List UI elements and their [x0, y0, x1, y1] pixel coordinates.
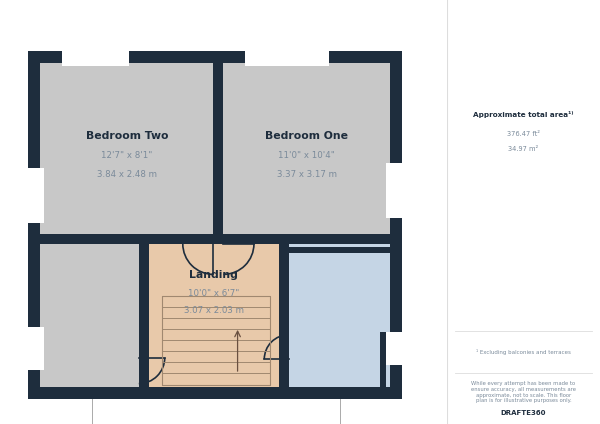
Text: 376.47 ft²: 376.47 ft²: [507, 131, 540, 137]
Text: Approximate total area¹⁾: Approximate total area¹⁾: [473, 111, 574, 118]
Bar: [28, 51, 401, 399]
Bar: [149, 244, 278, 387]
Bar: [28, 167, 44, 223]
Text: DRAFTE360: DRAFTE360: [501, 410, 546, 416]
Bar: [28, 327, 44, 370]
Bar: [161, 296, 270, 385]
Bar: [40, 63, 390, 387]
Text: 3.37 x 3.17 m: 3.37 x 3.17 m: [277, 170, 337, 179]
Text: Landing: Landing: [190, 270, 238, 279]
Text: 3.84 x 2.48 m: 3.84 x 2.48 m: [97, 170, 157, 179]
Bar: [278, 234, 289, 387]
Text: ¹ Excluding balconies and terraces: ¹ Excluding balconies and terraces: [476, 349, 571, 355]
Text: 11'0" x 10'4": 11'0" x 10'4": [278, 151, 335, 160]
Text: 3.07 x 2.03 m: 3.07 x 2.03 m: [184, 306, 244, 315]
Bar: [289, 244, 390, 387]
Bar: [62, 51, 130, 66]
Text: 34.97 m²: 34.97 m²: [508, 146, 539, 152]
Bar: [40, 234, 390, 244]
Text: Bedroom Two: Bedroom Two: [86, 131, 168, 141]
Bar: [380, 332, 386, 387]
Text: Bedroom One: Bedroom One: [265, 131, 348, 141]
Text: 10'0" x 6'7": 10'0" x 6'7": [188, 289, 239, 298]
Text: While every attempt has been made to
ensure accuracy, all measurements are
appro: While every attempt has been made to ens…: [471, 381, 576, 403]
Bar: [214, 63, 223, 244]
Bar: [245, 51, 329, 66]
Bar: [40, 244, 149, 387]
Bar: [139, 234, 149, 387]
Bar: [386, 163, 401, 218]
Text: 12'7" x 8'1": 12'7" x 8'1": [101, 151, 152, 160]
Bar: [289, 248, 390, 254]
Bar: [386, 332, 401, 365]
